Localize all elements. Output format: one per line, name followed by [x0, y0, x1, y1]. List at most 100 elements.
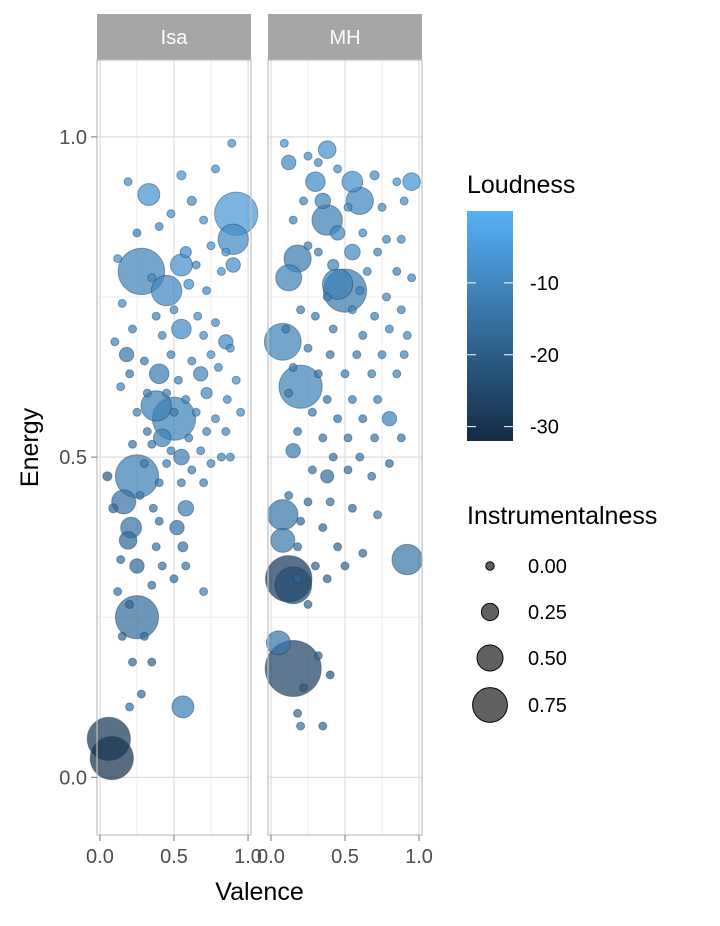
data-point [166, 209, 176, 219]
data-point [392, 369, 402, 379]
data-point [213, 362, 223, 372]
data-point [140, 390, 172, 422]
data-point [147, 439, 157, 449]
data-point [179, 246, 192, 259]
data-point [125, 599, 135, 609]
data-point [327, 258, 340, 272]
data-point [370, 433, 380, 443]
data-point [216, 452, 226, 462]
data-point [216, 266, 226, 276]
data-point [358, 548, 368, 558]
data-point [132, 407, 142, 417]
data-point [206, 241, 216, 251]
data-point [358, 330, 368, 340]
data-point [362, 266, 372, 276]
data-point [284, 388, 294, 398]
data-point [307, 407, 317, 417]
data-point [225, 452, 235, 462]
x-tick-label: 0.5 [331, 846, 359, 868]
data-point [113, 587, 123, 597]
data-point [157, 330, 167, 340]
facet-panel-isa: Isa 0.0 0.5 1.0 [86, 14, 262, 868]
data-point [154, 516, 164, 526]
data-point [402, 330, 412, 340]
data-point [373, 395, 383, 404]
data-point [222, 395, 232, 404]
data-point [225, 343, 235, 353]
data-point [221, 247, 231, 257]
data-point [177, 500, 195, 517]
data-point [187, 465, 197, 475]
data-point [284, 491, 294, 500]
data-point [310, 311, 320, 321]
y-axis-label: Energy [16, 407, 44, 487]
data-point [193, 311, 203, 321]
color-legend: Loudness -10 -20 -30 [467, 171, 575, 441]
data-point [402, 172, 421, 191]
data-point [318, 721, 328, 731]
data-point [196, 446, 206, 456]
data-point [333, 414, 343, 424]
data-point [176, 170, 187, 181]
colorbar [467, 211, 513, 441]
data-point [236, 407, 246, 417]
facet-panel-mh: MH 0.0 0.5 1.0 [257, 14, 433, 868]
data-point [320, 469, 335, 484]
data-point [202, 286, 212, 296]
data-point [314, 192, 332, 210]
data-point [139, 631, 149, 641]
data-point [275, 264, 303, 292]
data-point [187, 356, 197, 366]
data-point [384, 459, 394, 468]
data-point [396, 305, 406, 315]
x-tick-label: 0.5 [160, 846, 188, 868]
data-point [340, 369, 350, 379]
data-point [173, 448, 190, 466]
data-point [110, 337, 120, 347]
data-point [227, 138, 237, 148]
data-point [137, 183, 161, 206]
data-point [293, 542, 303, 552]
data-point [139, 459, 149, 468]
data-point [377, 202, 387, 212]
data-point [296, 516, 306, 526]
data-point [313, 247, 323, 257]
data-point [407, 273, 417, 283]
data-point [399, 196, 409, 206]
data-point [303, 343, 313, 353]
data-point [193, 366, 209, 382]
data-point [171, 318, 192, 340]
data-point [303, 151, 313, 161]
data-point [116, 382, 126, 392]
data-point [367, 369, 377, 379]
data-point [325, 670, 335, 680]
data-point [184, 433, 194, 443]
data-point [117, 631, 127, 641]
data-point [147, 273, 157, 283]
y-tick-label: 0.5 [59, 447, 87, 469]
data-point [89, 736, 134, 781]
data-point [322, 395, 332, 404]
data-point [132, 228, 142, 238]
data-point [293, 574, 303, 584]
data-point [352, 350, 362, 360]
data-point [367, 471, 377, 481]
data-point [118, 531, 138, 550]
data-point [279, 138, 289, 148]
data-point [281, 154, 297, 171]
data-point [166, 350, 176, 360]
y-tick-label: 0.0 [59, 767, 87, 789]
x-tick-label: 0.0 [86, 846, 114, 868]
data-point [343, 202, 353, 212]
facet-strip-label: Isa [161, 27, 189, 49]
data-point [117, 298, 127, 308]
data-point [355, 452, 365, 462]
data-point [285, 443, 301, 459]
data-point [199, 330, 209, 340]
data-point [148, 363, 170, 385]
data-point [382, 234, 391, 244]
data-point [221, 427, 231, 436]
color-legend-title: Loudness [467, 171, 575, 199]
data-point [373, 247, 383, 257]
data-point [281, 324, 291, 334]
